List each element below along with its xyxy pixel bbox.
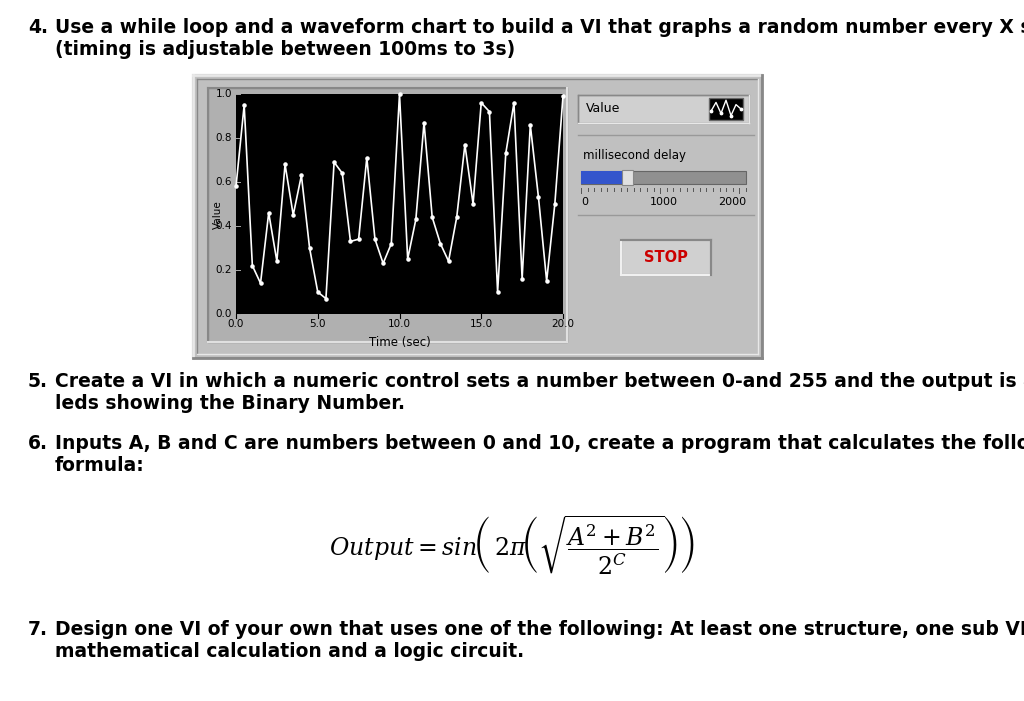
Text: Create a VI in which a numeric control sets a number between 0-and 255 and the o: Create a VI in which a numeric control s…	[55, 372, 1024, 391]
Text: 2000: 2000	[718, 197, 746, 207]
Text: 15.0: 15.0	[470, 319, 493, 329]
Text: formula:: formula:	[55, 456, 144, 475]
Point	[334, 168, 350, 179]
Point	[399, 253, 416, 264]
Bar	[581, 171, 627, 184]
Point	[317, 293, 334, 304]
Point	[723, 110, 739, 121]
Text: 0.6: 0.6	[215, 177, 232, 187]
Point	[530, 192, 547, 203]
Point	[449, 212, 465, 223]
Text: Use a while loop and a waveform chart to build a VI that graphs a random number : Use a while loop and a waveform chart to…	[55, 18, 1024, 37]
Point	[301, 243, 317, 254]
Text: 4.: 4.	[28, 18, 48, 37]
Point	[547, 198, 563, 210]
Text: 5.0: 5.0	[309, 319, 326, 329]
Text: 1.0: 1.0	[215, 89, 232, 99]
Text: leds showing the Binary Number.: leds showing the Binary Number.	[55, 394, 406, 413]
Point	[473, 97, 489, 109]
Bar	[578, 95, 749, 123]
Text: 0.0: 0.0	[216, 309, 232, 319]
Point	[375, 258, 391, 269]
Bar	[208, 88, 567, 342]
Point	[457, 139, 473, 150]
Point	[432, 238, 449, 250]
Text: 20.0: 20.0	[552, 319, 574, 329]
Point	[293, 170, 309, 181]
Point	[408, 214, 424, 225]
Point	[309, 287, 326, 298]
Text: Value: Value	[213, 200, 223, 229]
Point	[252, 278, 268, 289]
Text: 0.4: 0.4	[215, 221, 232, 231]
Text: Design one VI of your own that uses one of the following: At least one structure: Design one VI of your own that uses one …	[55, 620, 1024, 639]
Point	[236, 100, 252, 111]
Point	[522, 119, 539, 130]
Point	[276, 159, 293, 170]
Bar	[709, 98, 743, 120]
Point	[342, 236, 358, 247]
Point	[285, 210, 301, 221]
Text: STOP: STOP	[644, 250, 688, 265]
Point	[383, 238, 399, 250]
Text: 1000: 1000	[649, 197, 678, 207]
Text: 0.2: 0.2	[215, 265, 232, 275]
Text: 10.0: 10.0	[388, 319, 411, 329]
Bar	[581, 171, 746, 184]
Point	[367, 233, 383, 245]
Text: Time (sec): Time (sec)	[369, 336, 430, 349]
Point	[702, 106, 719, 117]
Text: millisecond delay: millisecond delay	[583, 149, 686, 162]
Point	[350, 233, 367, 245]
Point	[391, 88, 408, 100]
Bar	[621, 240, 711, 275]
Point	[440, 256, 457, 267]
Point	[424, 212, 440, 223]
Point	[227, 181, 244, 192]
Bar	[236, 94, 563, 314]
Text: Value: Value	[586, 102, 621, 116]
Point	[555, 90, 571, 102]
Point	[498, 148, 514, 159]
Text: 7.: 7.	[28, 620, 48, 639]
Point	[514, 273, 530, 285]
Text: 6.: 6.	[28, 434, 48, 453]
Text: $\mathit{Output} = \mathit{sin}\!\left(\,2\pi\!\left(\sqrt{\dfrac{A^2+B^2}{2^C}}: $\mathit{Output} = \mathit{sin}\!\left(\…	[329, 513, 695, 576]
Point	[358, 152, 375, 163]
Text: Inputs A, B and C are numbers between 0 and 10, create a program that calculates: Inputs A, B and C are numbers between 0 …	[55, 434, 1024, 453]
Point	[713, 108, 729, 119]
Point	[244, 260, 260, 271]
Point	[326, 156, 342, 168]
Point	[481, 106, 498, 117]
Text: 0.0: 0.0	[227, 319, 244, 329]
Text: 5.: 5.	[28, 372, 48, 391]
Point	[268, 256, 285, 267]
Point	[260, 207, 276, 219]
Text: 0: 0	[581, 197, 588, 207]
Point	[506, 97, 522, 109]
Text: (timing is adjustable between 100ms to 3s): (timing is adjustable between 100ms to 3…	[55, 40, 515, 59]
Point	[539, 275, 555, 287]
Point	[489, 287, 506, 298]
Bar	[193, 75, 762, 358]
Bar	[623, 170, 633, 185]
Text: 0.8: 0.8	[215, 133, 232, 143]
Point	[416, 117, 432, 128]
Point	[733, 103, 750, 114]
Text: mathematical calculation and a logic circuit.: mathematical calculation and a logic cir…	[55, 642, 524, 661]
Point	[465, 198, 481, 210]
